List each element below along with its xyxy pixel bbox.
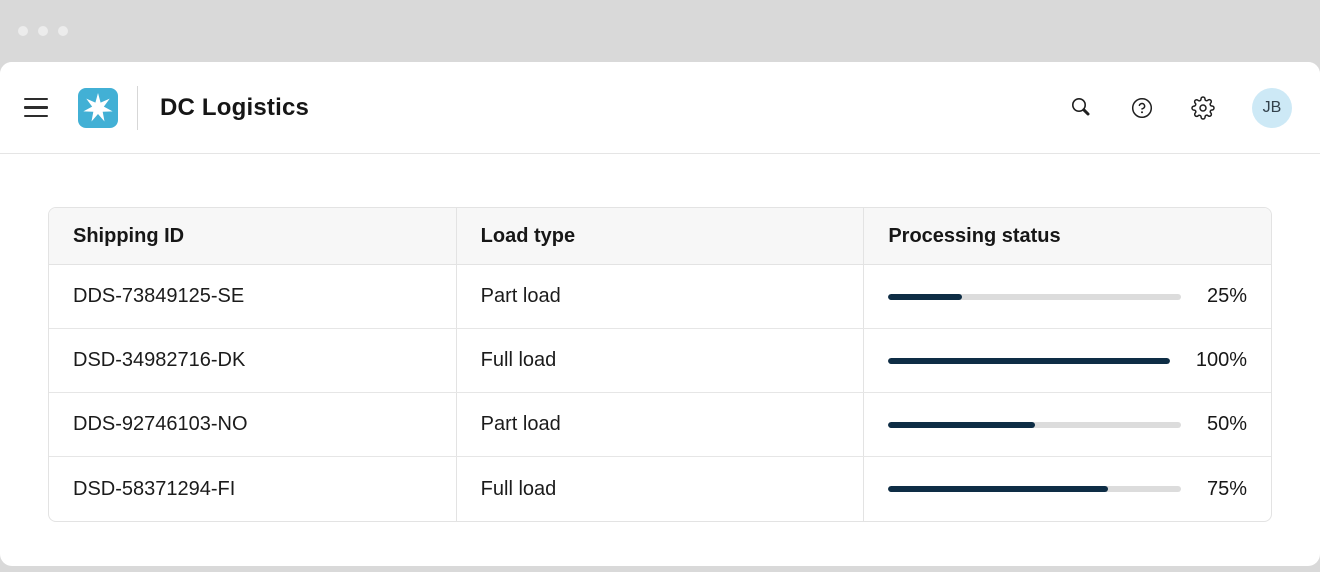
- load-type-cell: Part load: [455, 393, 864, 456]
- progress-percent-label: 75%: [1206, 477, 1248, 500]
- load-type-value: Full load: [480, 349, 557, 371]
- column-header-processing-status: Processing status: [863, 208, 1271, 264]
- help-icon: [1131, 97, 1153, 118]
- gear-icon: [1191, 95, 1215, 120]
- shipping-id-value: DDS-73849125-SE: [73, 285, 245, 307]
- app-header: DC Logistics: [0, 62, 1320, 154]
- progress-percent-label: 25%: [1206, 285, 1248, 307]
- progress-bar-fill: [888, 421, 1035, 428]
- table-row: DSD-58371294-FI Full load 75%: [49, 457, 1271, 521]
- progress-bar: [888, 486, 1181, 492]
- app-window: DC Logistics: [0, 62, 1320, 566]
- load-type-cell: Part load: [455, 265, 864, 328]
- load-type-value: Part load: [480, 413, 561, 435]
- column-header-load-type: Load type: [455, 208, 864, 264]
- shipments-table: Shipping ID Load type Processing status …: [48, 207, 1272, 522]
- table-header-row: Shipping ID Load type Processing status: [49, 208, 1271, 265]
- avatar-initials: JB: [1262, 98, 1282, 116]
- content-area: Shipping ID Load type Processing status …: [0, 154, 1320, 522]
- progress-bar: [888, 357, 1170, 364]
- avatar[interactable]: JB: [1252, 87, 1292, 128]
- maersk-star-icon: [83, 92, 113, 122]
- progress-bar: [888, 421, 1181, 428]
- table-body: DDS-73849125-SE Part load 25% DSD-349827…: [49, 265, 1271, 521]
- search-icon: [1072, 97, 1090, 115]
- progress-bar: [888, 293, 1181, 300]
- menu-button[interactable]: [24, 97, 48, 118]
- table-row: DDS-73849125-SE Part load 25%: [49, 265, 1271, 329]
- brand-logo: [78, 87, 118, 128]
- load-type-cell: Full load: [455, 457, 864, 521]
- hamburger-menu-icon: [24, 97, 48, 100]
- processing-status-cell: 100%: [863, 329, 1271, 392]
- help-button[interactable]: [1130, 96, 1154, 120]
- progress-bar-fill: [888, 293, 962, 300]
- processing-status-cell: 75%: [863, 457, 1271, 521]
- table-row: DSD-34982716-DK Full load 100%: [49, 329, 1271, 393]
- settings-button[interactable]: [1191, 95, 1215, 120]
- shipping-id-cell: DDS-73849125-SE: [49, 265, 456, 328]
- shipping-id-cell: DDS-92746103-NO: [49, 393, 456, 456]
- shipping-id-cell: DSD-34982716-DK: [49, 329, 456, 392]
- processing-status-cell: 50%: [863, 393, 1271, 456]
- processing-status-cell: 25%: [863, 265, 1271, 328]
- progress-bar-fill: [888, 357, 1170, 364]
- table-row: DDS-92746103-NO Part load 50%: [49, 393, 1271, 457]
- window-dot[interactable]: [38, 26, 48, 36]
- header-divider: [137, 85, 138, 130]
- search-button[interactable]: [1069, 96, 1093, 120]
- page-title: DC Logistics: [160, 93, 310, 121]
- load-type-value: Part load: [480, 285, 561, 307]
- progress-percent-label: 100%: [1195, 349, 1248, 371]
- column-header-shipping-id: Shipping ID: [73, 224, 185, 247]
- shipping-id-cell: DSD-58371294-FI: [49, 457, 456, 521]
- shipping-id-value: DDS-92746103-NO: [73, 413, 248, 435]
- window-dot[interactable]: [58, 26, 68, 36]
- window-titlebar: [0, 0, 1320, 62]
- progress-bar-fill: [888, 486, 1108, 492]
- shipping-id-value: DSD-58371294-FI: [73, 477, 236, 500]
- progress-percent-label: 50%: [1206, 413, 1248, 435]
- header-actions: JB: [1069, 87, 1292, 128]
- shipping-id-value: DSD-34982716-DK: [73, 349, 246, 371]
- window-dot[interactable]: [18, 26, 28, 36]
- load-type-cell: Full load: [455, 329, 864, 392]
- load-type-value: Full load: [480, 477, 557, 500]
